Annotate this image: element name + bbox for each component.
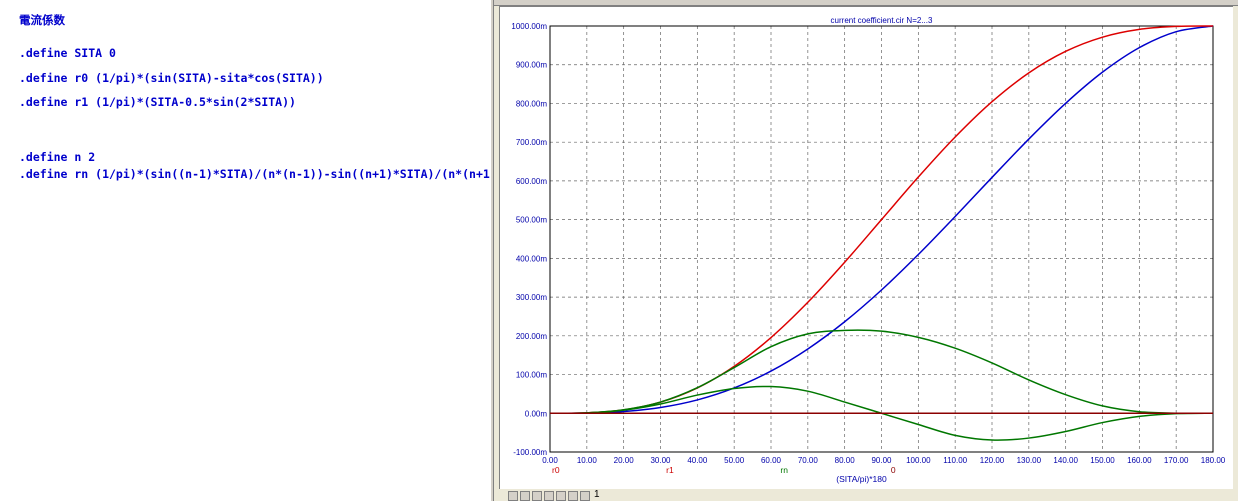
editor-line: .define r1 (1/pi)*(SITA-0.5*sin(2*SITA)) (19, 95, 296, 109)
first-page-button[interactable] (508, 491, 518, 501)
x-tick-label: 150.00 (1090, 456, 1115, 465)
y-tick-label: 800.00m (516, 99, 547, 108)
editor-line: .define r0 (1/pi)*(sin(SITA)-sita*cos(SI… (19, 71, 324, 85)
y-tick-label: 400.00m (516, 254, 547, 263)
x-tick-label: 10.00 (577, 456, 598, 465)
x-tick-label: 170.00 (1164, 456, 1189, 465)
x-tick-label: 130.00 (1017, 456, 1042, 465)
series-line-r0-0 (549, 25, 1214, 415)
legend-entry: 0 (891, 465, 896, 475)
splitter[interactable] (490, 0, 494, 501)
chart-title: current coefficient.cir N=2...3 (831, 16, 933, 25)
y-tick-label: 700.00m (516, 138, 547, 147)
y-tick-labels: -100.00m 0.00m 100.00m 200.00m 300.00m 400.00… (511, 22, 547, 457)
x-tick-label: 50.00 (724, 456, 745, 465)
page-tab-bar (499, 489, 1238, 501)
plot-window-titlebar (494, 0, 1238, 6)
y-tick-label: 300.00m (516, 293, 547, 302)
netlist-editor[interactable]: 電流係数 .define SITA 0 .define r0 (1/pi)*(s… (0, 0, 511, 501)
x-tick-label: 70.00 (798, 456, 819, 465)
x-tick-label: 0.00 (542, 456, 558, 465)
x-tick-label: 160.00 (1127, 456, 1152, 465)
legend: r0 r1 rn 0 (552, 465, 896, 475)
legend-entry: r0 (552, 465, 560, 475)
plot-area-border (549, 25, 1214, 453)
legend-entry: r1 (666, 465, 674, 475)
page-button[interactable] (532, 491, 542, 501)
x-tick-label: 140.00 (1053, 456, 1078, 465)
y-tick-label: 200.00m (516, 332, 547, 341)
editor-line: .define SITA 0 (19, 46, 116, 60)
y-tick-label: 1000.00m (511, 22, 547, 31)
grid (550, 26, 1213, 452)
y-tick-label: 0.00m (525, 409, 548, 418)
plot-window: -100.00m 0.00m 100.00m 200.00m 300.00m 400.00… (499, 6, 1233, 489)
x-tick-label: 100.00 (906, 456, 931, 465)
series-line-rn-2 (549, 329, 1214, 415)
x-tick-label: 90.00 (871, 456, 892, 465)
y-tick-label: 600.00m (516, 177, 547, 186)
next-page-button[interactable] (544, 491, 554, 501)
y-tick-label: 100.00m (516, 371, 547, 380)
x-tick-label: 180.00 (1201, 456, 1226, 465)
x-tick-label: 40.00 (687, 456, 708, 465)
x-tick-label: 120.00 (980, 456, 1005, 465)
editor-heading: 電流係数 (19, 13, 65, 27)
page-nav-button[interactable] (580, 491, 590, 501)
editor-line: .define rn (1/pi)*(sin((n-1)*SITA)/(n*(n… (19, 167, 511, 181)
series-group (549, 25, 1214, 441)
x-axis-label: (SITA/pi)*180 (836, 474, 887, 484)
x-tick-labels: 0.00 10.00 20.00 30.00 40.00 50.00 60.00 70.00 8… (542, 456, 1226, 465)
chart: -100.00m 0.00m 100.00m 200.00m 300.00m 400.00… (511, 16, 1226, 484)
legend-entry: rn (780, 465, 788, 475)
y-tick-label: -100.00m (513, 448, 547, 457)
prev-page-button[interactable] (520, 491, 530, 501)
y-tick-label: 900.00m (516, 61, 547, 70)
x-tick-label: 110.00 (943, 456, 967, 465)
series-line-r1-1 (549, 25, 1214, 415)
end-page-button[interactable] (568, 491, 578, 501)
x-tick-label: 60.00 (761, 456, 782, 465)
x-tick-label: 30.00 (650, 456, 671, 465)
x-tick-label: 80.00 (835, 456, 856, 465)
tab-page-1[interactable]: 1 (594, 489, 600, 500)
x-tick-label: 20.00 (614, 456, 635, 465)
y-tick-label: 500.00m (516, 216, 547, 225)
last-page-button[interactable] (556, 491, 566, 501)
editor-line: .define n 2 (19, 150, 96, 164)
